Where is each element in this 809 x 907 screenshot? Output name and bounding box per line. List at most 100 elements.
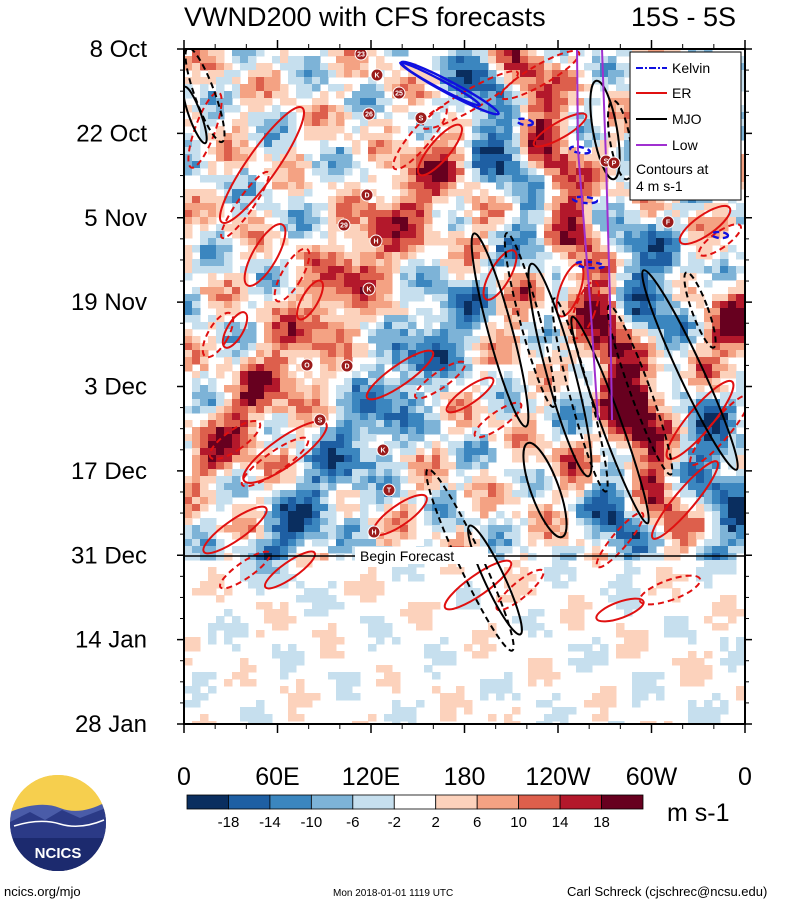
field-cell	[400, 49, 409, 57]
field-cell	[288, 413, 297, 421]
field-cell	[704, 280, 713, 288]
field-cell	[272, 651, 281, 659]
field-cell	[648, 406, 657, 414]
field-cell	[464, 420, 473, 428]
field-cell	[288, 182, 297, 190]
field-cell	[304, 63, 313, 71]
field-cell	[360, 175, 369, 183]
field-cell	[216, 336, 225, 344]
field-cell	[192, 77, 201, 85]
field-cell	[720, 343, 729, 351]
field-cell	[632, 637, 641, 645]
field-cell	[664, 532, 673, 540]
field-cell	[680, 476, 689, 484]
field-cell	[344, 420, 353, 428]
field-cell	[536, 147, 545, 155]
field-cell	[616, 406, 625, 414]
field-cell	[408, 196, 417, 204]
field-cell	[376, 364, 385, 372]
field-cell	[448, 259, 457, 267]
field-cell	[608, 133, 617, 141]
field-cell	[416, 616, 425, 624]
field-cell	[344, 350, 353, 358]
field-cell	[408, 567, 417, 575]
field-cell	[256, 245, 265, 253]
field-cell	[440, 714, 449, 722]
field-cell	[280, 259, 289, 267]
field-cell	[408, 252, 417, 260]
field-cell	[384, 210, 393, 218]
field-cell	[448, 497, 457, 505]
field-cell	[320, 49, 329, 57]
field-cell	[648, 504, 657, 512]
field-cell	[664, 616, 673, 624]
field-cell	[312, 399, 321, 407]
field-cell	[432, 371, 441, 379]
field-cell	[320, 343, 329, 351]
storm-icon	[370, 68, 384, 82]
field-cell	[592, 714, 601, 722]
field-cell	[432, 336, 441, 344]
field-cell	[704, 462, 713, 470]
field-cell	[192, 322, 201, 330]
field-cell	[456, 287, 465, 295]
field-cell	[504, 343, 513, 351]
field-cell	[192, 210, 201, 218]
field-cell	[376, 504, 385, 512]
field-cell	[288, 189, 297, 197]
field-cell	[512, 56, 521, 64]
field-cell	[288, 490, 297, 498]
field-cell	[488, 301, 497, 309]
field-cell	[192, 245, 201, 253]
field-cell	[480, 497, 489, 505]
field-cell	[264, 532, 273, 540]
field-cell	[600, 651, 609, 659]
field-cell	[368, 630, 377, 638]
field-cell	[408, 98, 417, 106]
field-cell	[288, 497, 297, 505]
field-cell	[560, 231, 569, 239]
field-cell	[664, 406, 673, 414]
field-cell	[408, 322, 417, 330]
field-cell	[240, 357, 249, 365]
field-cell	[624, 637, 633, 645]
field-cell	[432, 385, 441, 393]
field-cell	[616, 112, 625, 120]
field-cell	[424, 154, 433, 162]
field-cell	[272, 287, 281, 295]
field-cell	[528, 525, 537, 533]
field-cell	[616, 546, 625, 554]
field-cell	[384, 49, 393, 57]
field-cell	[640, 420, 649, 428]
field-cell	[696, 483, 705, 491]
field-cell	[648, 371, 657, 379]
field-cell	[696, 259, 705, 267]
field-cell	[536, 483, 545, 491]
field-cell	[288, 658, 297, 666]
field-cell	[440, 105, 449, 113]
field-cell	[424, 238, 433, 246]
field-cell	[480, 343, 489, 351]
field-cell	[576, 329, 585, 337]
field-cell	[568, 462, 577, 470]
field-cell	[200, 441, 209, 449]
field-cell	[248, 91, 257, 99]
field-cell	[456, 693, 465, 701]
field-cell	[704, 455, 713, 463]
field-cell	[312, 602, 321, 610]
storm-marker: F	[661, 215, 675, 229]
field-cell	[200, 49, 209, 57]
field-cell	[728, 315, 737, 323]
field-cell	[528, 245, 537, 253]
field-cell	[344, 105, 353, 113]
field-cell	[504, 350, 513, 358]
field-cell	[256, 105, 265, 113]
field-cell	[616, 98, 625, 106]
field-cell	[256, 574, 265, 582]
storm-label: K	[374, 73, 379, 80]
field-cell	[736, 294, 745, 302]
storm-marker: 29	[337, 218, 351, 232]
field-cell	[608, 518, 617, 526]
field-cell	[552, 539, 561, 547]
field-cell	[288, 315, 297, 323]
